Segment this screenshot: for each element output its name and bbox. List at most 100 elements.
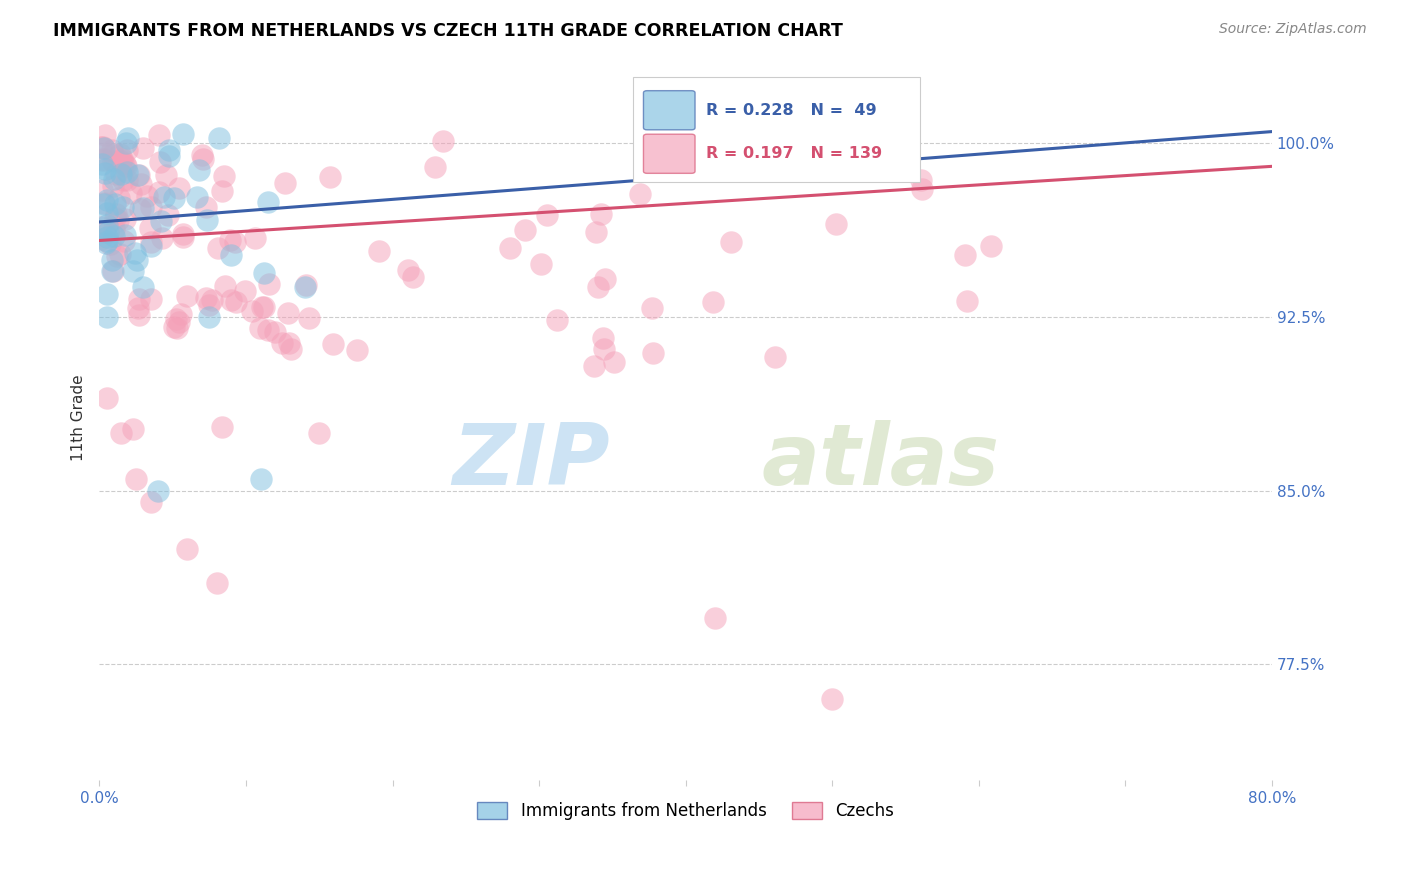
- Point: [172, 127, 194, 141]
- Point: [124, 246, 146, 260]
- Point: [139, 495, 162, 509]
- Point: [603, 355, 626, 369]
- Point: [125, 472, 148, 486]
- Point: [91, 153, 114, 167]
- Point: [176, 289, 198, 303]
- Point: [94, 236, 117, 251]
- Point: [110, 153, 132, 168]
- Point: [499, 242, 522, 256]
- Point: [125, 253, 148, 268]
- Point: [249, 321, 271, 335]
- Point: [115, 164, 138, 178]
- Point: [148, 186, 170, 200]
- Point: [90, 140, 112, 154]
- Point: [205, 576, 228, 591]
- Point: [114, 159, 136, 173]
- Point: [132, 202, 155, 216]
- Point: [264, 326, 287, 340]
- Point: [294, 280, 316, 294]
- Point: [150, 230, 173, 244]
- Point: [103, 221, 125, 235]
- Point: [157, 149, 180, 163]
- Point: [157, 144, 180, 158]
- Point: [110, 247, 132, 261]
- Point: [250, 300, 273, 314]
- Point: [194, 201, 217, 215]
- Point: [730, 126, 752, 140]
- Point: [530, 257, 553, 271]
- Point: [242, 304, 264, 318]
- Text: ZIP: ZIP: [451, 420, 609, 503]
- Point: [396, 262, 419, 277]
- Point: [170, 307, 193, 321]
- Point: [91, 183, 114, 197]
- Point: [643, 346, 665, 360]
- Point: [112, 234, 135, 248]
- Point: [346, 343, 368, 357]
- Point: [139, 201, 162, 215]
- Point: [94, 161, 117, 176]
- Point: [593, 271, 616, 285]
- Point: [278, 335, 301, 350]
- Point: [582, 359, 605, 373]
- Point: [111, 156, 134, 170]
- Point: [96, 229, 118, 244]
- Point: [117, 130, 139, 145]
- Point: [104, 167, 127, 181]
- Point: [720, 235, 742, 249]
- Point: [93, 197, 115, 211]
- Point: [127, 301, 149, 316]
- Point: [640, 301, 662, 315]
- Point: [198, 298, 221, 312]
- Point: [96, 391, 118, 405]
- Point: [129, 178, 152, 192]
- Point: [127, 168, 149, 182]
- Point: [839, 153, 862, 168]
- Point: [224, 235, 246, 249]
- Point: [128, 168, 150, 182]
- Legend: Immigrants from Netherlands, Czechs: Immigrants from Netherlands, Czechs: [471, 795, 900, 826]
- Point: [167, 181, 190, 195]
- Point: [104, 207, 127, 221]
- Point: [115, 173, 138, 187]
- Point: [97, 225, 120, 239]
- Point: [219, 248, 242, 262]
- Point: [96, 206, 118, 220]
- Point: [194, 291, 217, 305]
- Point: [211, 420, 233, 434]
- Point: [274, 176, 297, 190]
- Text: R = 0.228   N =  49: R = 0.228 N = 49: [706, 103, 876, 118]
- Point: [592, 342, 614, 356]
- Point: [591, 206, 613, 220]
- Point: [107, 213, 129, 227]
- FancyBboxPatch shape: [644, 134, 695, 173]
- Point: [176, 541, 198, 556]
- Point: [115, 136, 138, 150]
- Point: [211, 184, 233, 198]
- Point: [402, 269, 425, 284]
- Point: [256, 195, 278, 210]
- Point: [257, 277, 280, 291]
- Point: [139, 221, 162, 235]
- Point: [308, 425, 330, 440]
- Point: [277, 306, 299, 320]
- Point: [910, 173, 932, 187]
- Point: [135, 189, 157, 203]
- Point: [195, 213, 218, 227]
- Point: [536, 208, 558, 222]
- Point: [100, 143, 122, 157]
- Point: [122, 422, 145, 436]
- Point: [148, 128, 170, 143]
- Point: [513, 223, 536, 237]
- Point: [212, 169, 235, 183]
- Point: [110, 425, 132, 440]
- Point: [103, 172, 125, 186]
- Point: [108, 146, 131, 161]
- Point: [165, 312, 187, 326]
- Point: [139, 235, 162, 249]
- Point: [101, 147, 124, 161]
- Point: [112, 173, 135, 187]
- Point: [149, 214, 172, 228]
- Point: [90, 219, 112, 234]
- Point: [953, 248, 976, 262]
